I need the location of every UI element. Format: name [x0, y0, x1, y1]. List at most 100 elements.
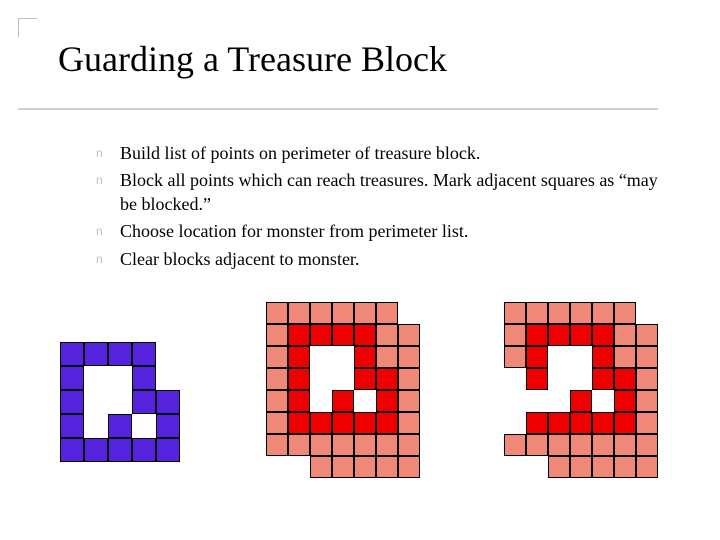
grid-cell [592, 434, 614, 456]
grid-cell [548, 346, 570, 368]
grid-cell [614, 390, 636, 412]
grid-cell [288, 324, 310, 346]
grid-cell [548, 390, 570, 412]
grid-cell [526, 412, 548, 434]
grid-cell [548, 368, 570, 390]
grid-cell [398, 368, 420, 390]
grid-cell [398, 390, 420, 412]
grid-cell [60, 366, 84, 390]
grid-cell [354, 412, 376, 434]
grid-cell [614, 412, 636, 434]
grid-cell [60, 390, 84, 414]
grid-cell [504, 434, 526, 456]
grid-cell [570, 434, 592, 456]
title-underline [18, 108, 658, 110]
grid-cell [398, 434, 420, 456]
grid-cell [84, 342, 108, 366]
grid-cell [156, 318, 180, 342]
grid-cell [614, 346, 636, 368]
grid-cell [376, 368, 398, 390]
grid-cell [84, 390, 108, 414]
grid-cell [376, 434, 398, 456]
bullet-item: nChoose location for monster from perime… [96, 220, 666, 243]
grid-cell [658, 390, 680, 412]
block-diagram [266, 302, 442, 478]
grid-cell [108, 390, 132, 414]
grid-cell [354, 302, 376, 324]
grid-cell [156, 390, 180, 414]
grid-cell [60, 438, 84, 462]
grid-cell [332, 390, 354, 412]
grid-cell [658, 456, 680, 478]
grid-cell [288, 412, 310, 434]
grid-cell [156, 414, 180, 438]
grid-cell [354, 390, 376, 412]
grid-cell [266, 324, 288, 346]
grid-cell [156, 366, 180, 390]
page-title: Guarding a Treasure Block [58, 38, 447, 80]
bullet-text: Choose location for monster from perimet… [120, 220, 468, 243]
grid-cell [636, 434, 658, 456]
grid-cell [266, 346, 288, 368]
grid-cell [592, 346, 614, 368]
grid-cell [108, 438, 132, 462]
grid-cell [180, 366, 204, 390]
grid-cell [180, 438, 204, 462]
grid-cell [548, 412, 570, 434]
grid-cell [548, 456, 570, 478]
grid-cell [108, 414, 132, 438]
grid-cell [636, 302, 658, 324]
bullet-list: nBuild list of points on perimeter of tr… [96, 142, 666, 275]
bullet-item: nBuild list of points on perimeter of tr… [96, 142, 666, 165]
grid-cell [614, 324, 636, 346]
grid-cell [420, 302, 442, 324]
grid-cell [310, 412, 332, 434]
grid-cell [84, 366, 108, 390]
grid-cell [376, 390, 398, 412]
grid-cell [310, 368, 332, 390]
grid-cell [548, 434, 570, 456]
bullet-marker: n [96, 220, 120, 240]
grid-cell [570, 346, 592, 368]
grid-cell [658, 412, 680, 434]
grid-cell [354, 434, 376, 456]
grid-cell [180, 318, 204, 342]
grid-cell [288, 302, 310, 324]
grid-cell [614, 434, 636, 456]
grid-cell [84, 318, 108, 342]
grid-cell [310, 456, 332, 478]
grid-cell [526, 390, 548, 412]
grid-cell [570, 412, 592, 434]
grid-cell [108, 342, 132, 366]
grid-cell [504, 412, 526, 434]
grid-cell [332, 302, 354, 324]
grid-cell [60, 318, 84, 342]
grid-cell [376, 302, 398, 324]
bullet-text: Build list of points on perimeter of tre… [120, 142, 480, 165]
grid-cell [504, 302, 526, 324]
grid-cell [288, 434, 310, 456]
grid-cell [84, 414, 108, 438]
grid-cell [332, 434, 354, 456]
grid-cell [332, 324, 354, 346]
grid-cell [354, 346, 376, 368]
grid-cell [398, 324, 420, 346]
grid-cell [354, 456, 376, 478]
grid-cell [376, 412, 398, 434]
grid-cell [636, 346, 658, 368]
grid-cell [288, 456, 310, 478]
bullet-text: Clear blocks adjacent to monster. [120, 248, 359, 271]
grid-cell [526, 456, 548, 478]
grid-cell [266, 434, 288, 456]
grid-cell [398, 346, 420, 368]
grid-cell [658, 324, 680, 346]
grid-cell [504, 346, 526, 368]
bullet-marker: n [96, 169, 120, 189]
grid-cell [398, 456, 420, 478]
grid-cell [570, 390, 592, 412]
grid-cell [636, 456, 658, 478]
grid-cell [420, 324, 442, 346]
block-diagram [60, 318, 204, 462]
grid-cell [60, 342, 84, 366]
grid-cell [132, 438, 156, 462]
